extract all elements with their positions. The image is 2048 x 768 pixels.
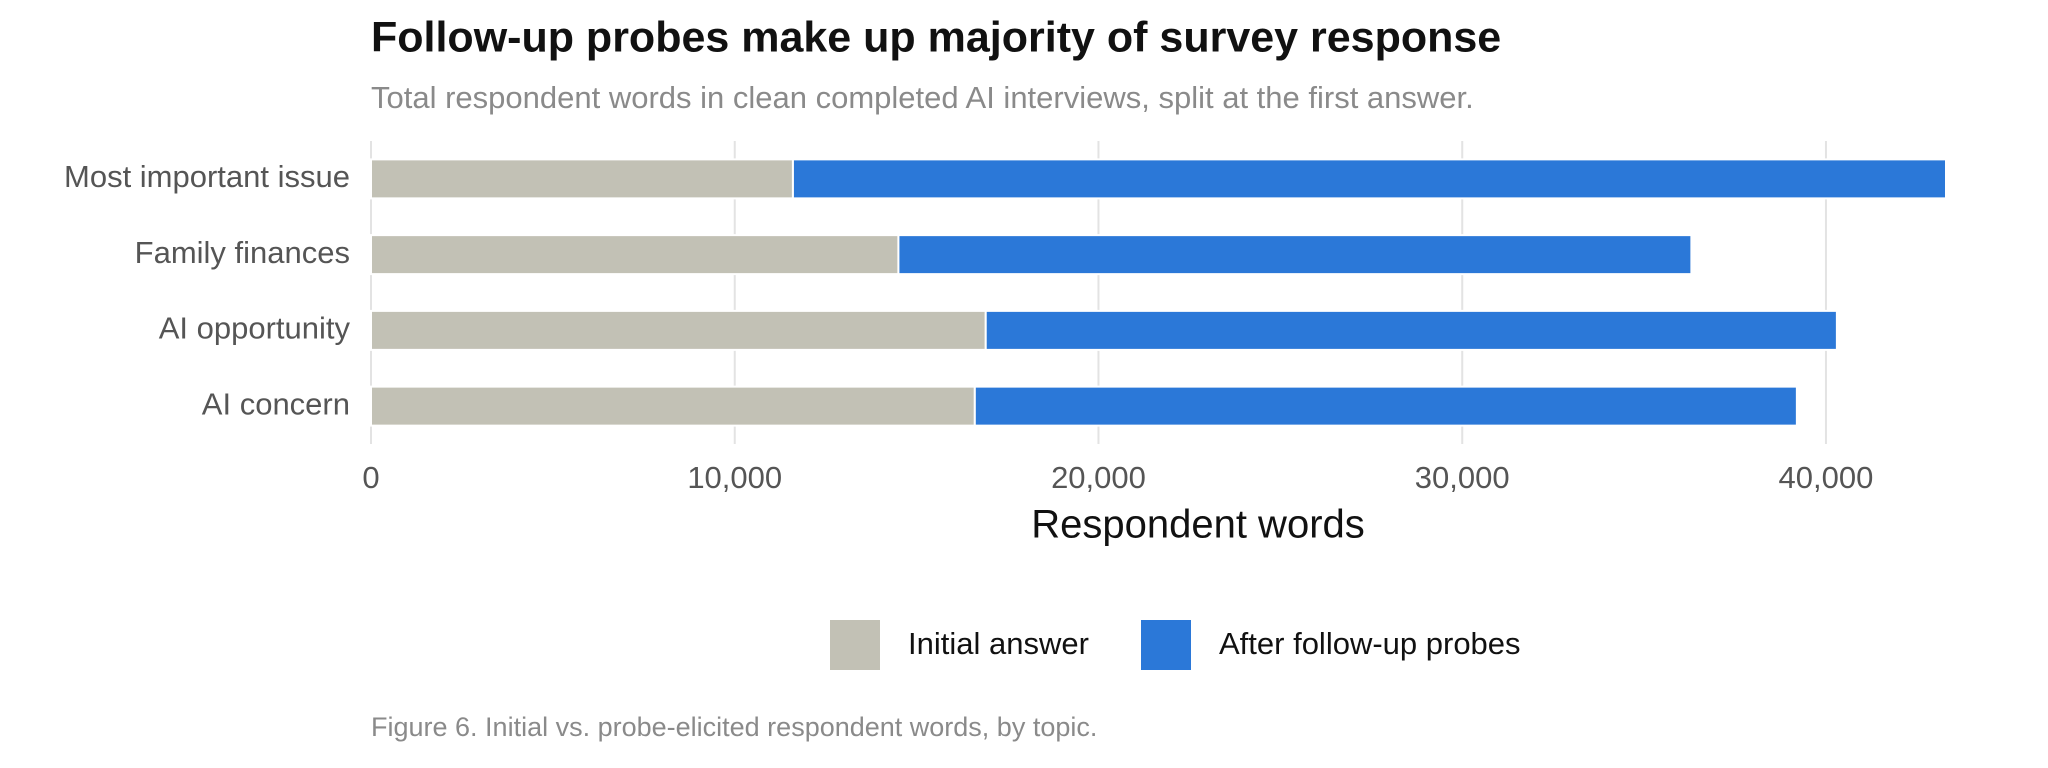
legend-swatch bbox=[1141, 620, 1191, 670]
legend-label: After follow-up probes bbox=[1219, 626, 1521, 661]
x-tick-label: 40,000 bbox=[1779, 460, 1874, 495]
legend-label: Initial answer bbox=[908, 626, 1089, 661]
bar-segment bbox=[897, 234, 1693, 276]
bar-segment bbox=[370, 309, 987, 351]
y-tick-label: AI concern bbox=[202, 386, 350, 421]
caption: Figure 6. Initial vs. probe-elicited res… bbox=[371, 712, 1097, 742]
bar-segment bbox=[984, 309, 1838, 351]
bar-segment bbox=[791, 158, 1947, 200]
y-tick-label: AI opportunity bbox=[159, 311, 351, 346]
x-tick-label: 0 bbox=[362, 460, 379, 495]
y-tick-label: Most important issue bbox=[64, 159, 350, 194]
bar-segment bbox=[370, 234, 900, 276]
y-tick-label: Family finances bbox=[135, 235, 350, 270]
bar-segment bbox=[370, 385, 976, 427]
chart-title: Follow-up probes make up majority of sur… bbox=[371, 13, 1501, 61]
chart-subtitle: Total respondent words in clean complete… bbox=[371, 80, 1474, 115]
x-tick-label: 10,000 bbox=[687, 460, 782, 495]
x-tick-label: 30,000 bbox=[1415, 460, 1510, 495]
x-tick-label: 20,000 bbox=[1051, 460, 1146, 495]
x-axis-title: Respondent words bbox=[1031, 503, 1365, 547]
bar-segment bbox=[370, 158, 794, 200]
legend-swatch bbox=[830, 620, 880, 670]
bar-segment bbox=[973, 385, 1798, 427]
